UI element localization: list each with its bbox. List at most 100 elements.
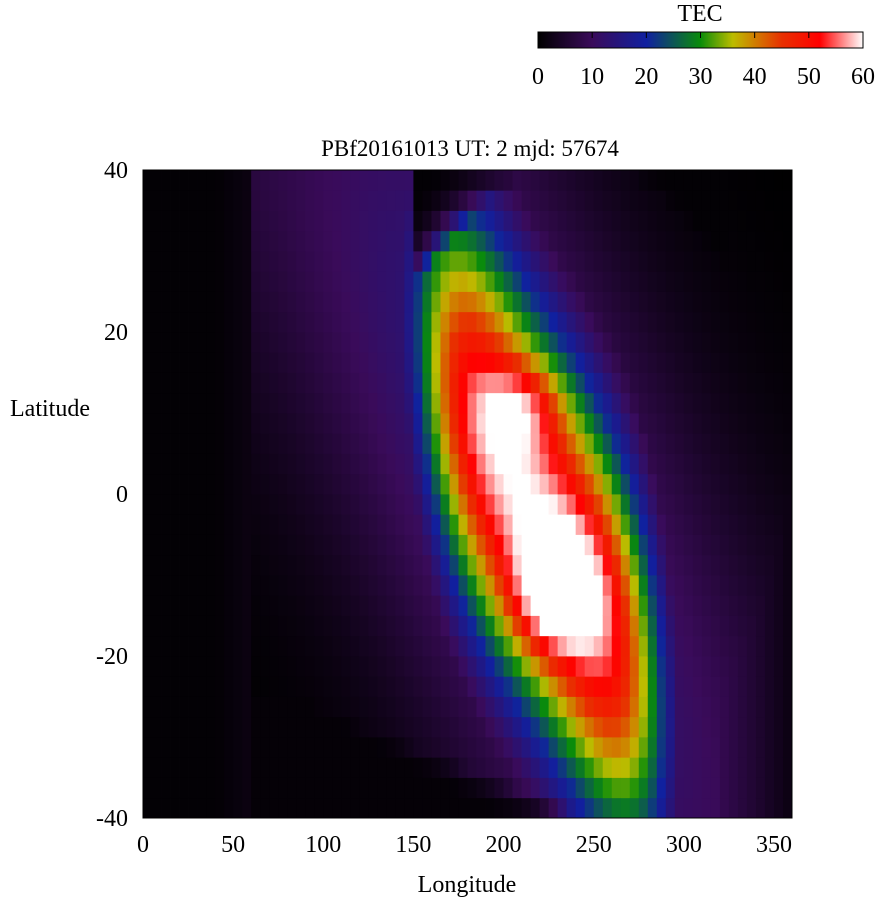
heatmap-cell [413,352,423,373]
heatmap-cell [764,737,775,758]
heatmap-cell [170,534,180,556]
heatmap-cell [737,554,748,576]
heatmap-cell [773,575,784,596]
heatmap-cell [161,696,171,718]
heatmap-cell [233,656,243,677]
heatmap-cell [737,352,748,373]
heatmap-cell [251,534,261,556]
heatmap-cell [143,757,153,778]
heatmap-cell [530,271,541,292]
heatmap-cell [629,473,640,495]
heatmap-cell [341,433,351,454]
heatmap-cell [314,575,324,596]
heatmap-cell [647,757,658,778]
heatmap-cell [701,311,712,333]
heatmap-cell [764,392,775,414]
heatmap-cell [197,271,207,292]
heatmap-cell [377,514,387,535]
heatmap-cell [242,271,252,292]
heatmap-cell [755,757,766,778]
heatmap-cell [701,230,712,252]
heatmap-cell [206,737,216,758]
heatmap-cell [593,797,604,819]
heatmap-cell [368,291,378,313]
heatmap-cell [188,595,198,616]
heatmap-cell [431,271,441,292]
heatmap-cell [611,170,622,191]
heatmap-cell [773,494,784,515]
heatmap-cell [710,332,721,353]
heatmap-cell [368,635,378,657]
heatmap-cell [314,656,324,677]
heatmap-cell [710,494,721,515]
heatmap-cell [665,656,676,677]
heatmap-cell [674,251,685,272]
heatmap-cell [431,635,441,657]
heatmap-cell [395,737,405,758]
heatmap-cell [719,737,730,758]
heatmap-cell [269,291,279,313]
heatmap-cell [719,797,730,819]
heatmap-cell [710,392,721,414]
heatmap-cell [440,656,450,677]
heatmap-cell [386,494,396,515]
heatmap-cell [665,716,676,738]
heatmap-cell [269,777,279,799]
heatmap-cell [575,251,586,272]
heatmap-cell [665,170,676,191]
heatmap-cell [413,554,423,576]
heatmap-cell [287,737,297,758]
heatmap-cell [782,494,793,515]
heatmap-cell [575,676,586,697]
heatmap-cell [143,554,153,576]
heatmap-cell [332,797,342,819]
heatmap-cell [728,757,739,778]
heatmap-cell [287,210,297,232]
heatmap-cell [710,777,721,799]
heatmap-cell [404,271,414,292]
heatmap-cell [296,453,306,475]
heatmap-cell [296,554,306,576]
heatmap-cell [404,413,414,434]
heatmap-cell [422,291,432,313]
heatmap-cell [683,271,694,292]
heatmap-cell [440,635,450,657]
heatmap-cell [458,291,468,313]
heatmap-cell [440,210,450,232]
heatmap-cell [620,352,631,373]
heatmap-cell [323,676,333,697]
heatmap-cell [215,777,225,799]
heatmap-cell [449,494,459,515]
heatmap-cell [665,473,676,495]
heatmap-cell [764,615,775,637]
heatmap-cell [287,433,297,454]
heatmap-cell [638,291,649,313]
heatmap-cell [782,230,793,252]
heatmap-cell [332,271,342,292]
heatmap-cell [503,676,513,697]
heatmap-cell [287,251,297,272]
heatmap-cell [458,372,468,394]
heatmap-cell [530,676,541,697]
heatmap-cell [152,352,162,373]
heatmap-cell [404,595,414,616]
heatmap-cell [476,433,486,454]
heatmap-cell [143,595,153,616]
heatmap-cell [395,595,405,616]
heatmap-cell [656,696,667,718]
heatmap-cell [323,332,333,353]
heatmap-cell [647,230,658,252]
heatmap-cell [413,676,423,697]
heatmap-cell [404,797,414,819]
heatmap-cell [440,777,450,799]
heatmap-cell [566,757,577,778]
heatmap-cell [557,190,568,211]
heatmap-cell [521,595,531,616]
heatmap-cell [233,190,243,211]
heatmap-cell [611,716,622,738]
heatmap-cell [431,696,441,718]
heatmap-cell [728,433,739,454]
heatmap-cell [161,170,171,191]
heatmap-cell [458,797,468,819]
heatmap-cell [557,635,568,657]
